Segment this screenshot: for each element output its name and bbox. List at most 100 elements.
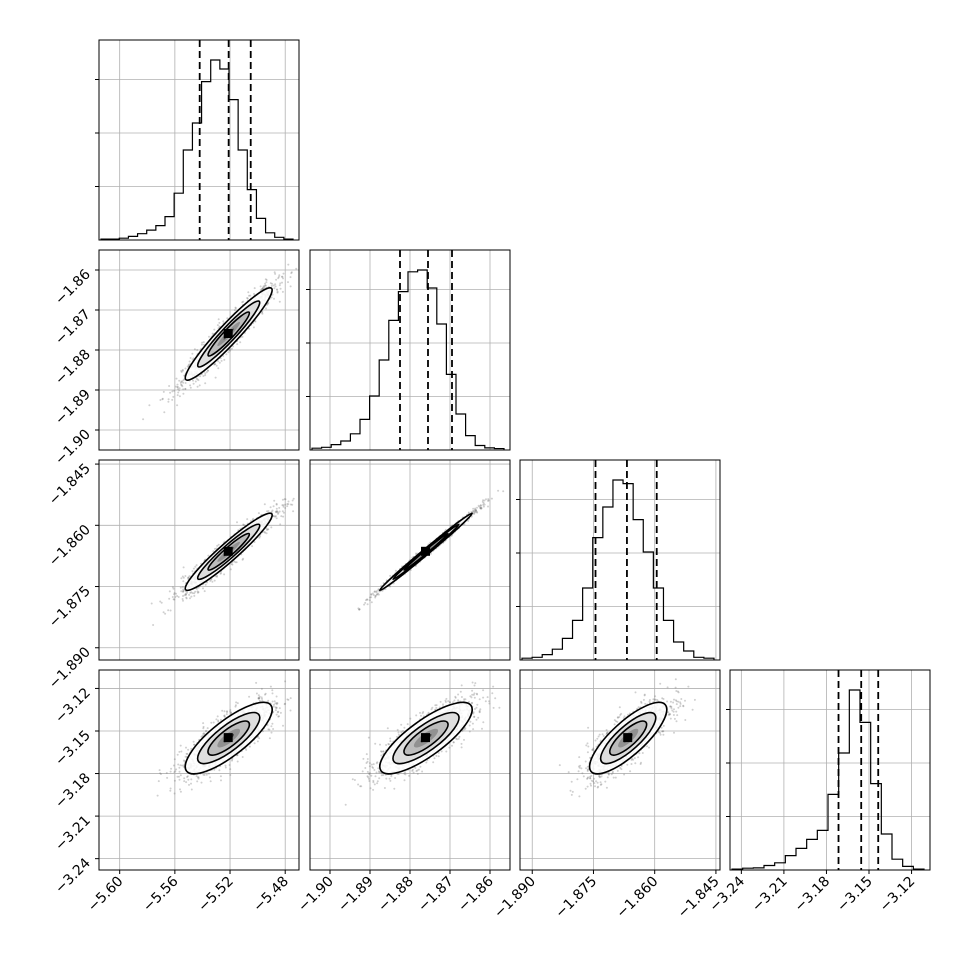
sample-point bbox=[272, 505, 275, 508]
sample-point bbox=[415, 552, 417, 555]
sample-point bbox=[266, 510, 268, 513]
sample-point bbox=[389, 585, 391, 588]
sample-point bbox=[179, 586, 182, 589]
sample-point bbox=[207, 772, 210, 775]
sample-point bbox=[375, 593, 378, 596]
sample-point bbox=[204, 372, 207, 375]
sample-point bbox=[272, 728, 275, 730]
sample-point bbox=[270, 526, 273, 529]
sample-point bbox=[215, 718, 218, 721]
sample-point bbox=[272, 284, 275, 287]
sample-point bbox=[191, 352, 194, 355]
sample-point bbox=[193, 743, 196, 746]
histogram-step bbox=[731, 689, 925, 870]
sample-point bbox=[475, 509, 478, 512]
sample-point bbox=[475, 510, 478, 513]
sample-point bbox=[275, 517, 278, 520]
sample-point bbox=[150, 602, 153, 605]
sample-point bbox=[178, 389, 181, 392]
sample-point bbox=[268, 737, 271, 740]
sample-point bbox=[470, 511, 473, 513]
sample-point bbox=[184, 388, 187, 390]
sample-point bbox=[189, 597, 191, 600]
sample-point bbox=[372, 594, 375, 596]
sample-point bbox=[479, 504, 482, 507]
sample-point bbox=[177, 388, 179, 390]
sample-point bbox=[142, 418, 145, 421]
sample-point bbox=[261, 730, 264, 733]
sample-point bbox=[182, 589, 185, 592]
sample-point bbox=[263, 286, 266, 289]
sample-point bbox=[222, 355, 225, 357]
sample-point bbox=[275, 510, 278, 513]
sample-point bbox=[176, 394, 179, 397]
sample-point bbox=[477, 504, 480, 507]
sample-point bbox=[217, 360, 220, 363]
sample-point bbox=[247, 291, 250, 294]
sample-point bbox=[167, 400, 170, 403]
sample-point bbox=[184, 593, 187, 596]
sample-point bbox=[473, 512, 476, 515]
sample-point bbox=[281, 290, 284, 293]
sample-point bbox=[373, 590, 376, 593]
sample-point bbox=[370, 601, 373, 604]
sample-point bbox=[358, 608, 361, 611]
sample-point bbox=[177, 763, 180, 766]
sample-point bbox=[198, 384, 201, 387]
sample-point bbox=[180, 577, 183, 580]
sample-point bbox=[358, 608, 361, 611]
sample-point bbox=[171, 596, 174, 598]
sample-point bbox=[248, 327, 251, 330]
sample-point bbox=[277, 511, 280, 514]
sample-point bbox=[191, 592, 194, 595]
sample-point bbox=[273, 499, 276, 502]
sample-point bbox=[175, 592, 177, 595]
sample-point bbox=[278, 506, 281, 509]
sample-point bbox=[159, 399, 162, 401]
sample-point bbox=[176, 595, 179, 597]
sample-point bbox=[174, 385, 177, 388]
sample-point bbox=[265, 307, 267, 310]
sample-point bbox=[284, 503, 287, 506]
sample-point bbox=[197, 591, 200, 594]
sample-point bbox=[202, 587, 204, 590]
sample-point bbox=[171, 398, 174, 401]
sample-point bbox=[287, 263, 290, 266]
sample-point bbox=[213, 547, 216, 550]
sample-point bbox=[497, 489, 500, 492]
sample-point bbox=[203, 590, 206, 593]
sample-point bbox=[487, 505, 489, 508]
sample-point bbox=[166, 776, 169, 779]
sample-point bbox=[282, 277, 284, 280]
sample-point bbox=[171, 390, 174, 393]
sample-point bbox=[169, 770, 172, 773]
sample-point bbox=[269, 685, 272, 688]
sample-point bbox=[261, 287, 264, 290]
panel-frame-0-0 bbox=[98, 39, 300, 241]
sample-point bbox=[180, 369, 183, 372]
sample-point bbox=[193, 592, 196, 595]
sample-point bbox=[253, 287, 256, 290]
sample-point bbox=[196, 349, 199, 351]
sample-point bbox=[213, 363, 216, 366]
sample-point bbox=[182, 388, 185, 391]
sample-point bbox=[264, 692, 267, 695]
sample-point bbox=[192, 379, 194, 382]
sample-point bbox=[261, 288, 264, 291]
sample-point bbox=[274, 283, 277, 286]
sample-point bbox=[287, 500, 290, 503]
sample-point bbox=[241, 558, 244, 561]
sample-point bbox=[281, 275, 284, 278]
sample-point bbox=[176, 386, 179, 389]
sample-point bbox=[287, 281, 289, 284]
sample-point bbox=[384, 588, 387, 591]
sample-point bbox=[275, 288, 278, 291]
sample-point bbox=[267, 302, 269, 305]
sample-point bbox=[215, 547, 218, 550]
histogram-3 bbox=[731, 670, 925, 870]
sample-point bbox=[467, 511, 470, 514]
sample-point bbox=[152, 624, 155, 626]
sample-point bbox=[182, 599, 184, 602]
sample-point bbox=[479, 507, 482, 510]
